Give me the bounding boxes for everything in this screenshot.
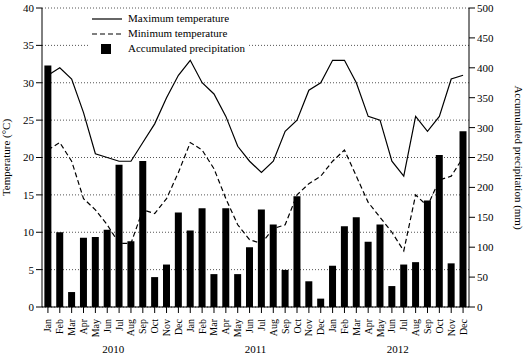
svg-text:10: 10 — [23, 226, 35, 238]
svg-text:May: May — [232, 319, 243, 337]
svg-text:Oct: Oct — [434, 319, 445, 334]
svg-text:Feb: Feb — [339, 319, 350, 334]
svg-text:Feb: Feb — [197, 319, 208, 334]
svg-text:5: 5 — [29, 264, 35, 276]
svg-text:Mar: Mar — [208, 318, 219, 335]
svg-text:Dec: Dec — [315, 318, 326, 335]
svg-text:Oct: Oct — [292, 319, 303, 334]
svg-text:Jul: Jul — [256, 319, 267, 331]
svg-text:250: 250 — [477, 151, 494, 163]
svg-text:400: 400 — [477, 62, 494, 74]
svg-text:Aug: Aug — [268, 319, 279, 336]
svg-text:Mar: Mar — [66, 318, 77, 335]
svg-text:Nov: Nov — [303, 319, 314, 336]
svg-text:Jun: Jun — [244, 319, 255, 333]
svg-text:Jul: Jul — [398, 319, 409, 331]
svg-text:Dec: Dec — [458, 318, 469, 335]
svg-text:40: 40 — [23, 2, 35, 14]
svg-text:Sep: Sep — [422, 319, 433, 334]
svg-text:25: 25 — [23, 114, 35, 126]
svg-text:Apr: Apr — [220, 318, 231, 334]
svg-text:Jan: Jan — [42, 319, 53, 332]
svg-text:15: 15 — [23, 189, 35, 201]
svg-text:May: May — [90, 319, 101, 337]
svg-text:350: 350 — [477, 92, 494, 104]
svg-text:Temperature (°C): Temperature (°C) — [8, 119, 13, 197]
svg-text:Sep: Sep — [280, 319, 291, 334]
html-text:Accumulated precipitation: Accumulated precipitation — [128, 42, 245, 54]
svg-text:Nov: Nov — [161, 319, 172, 336]
svg-text:500: 500 — [477, 2, 494, 14]
svg-text:450: 450 — [477, 32, 494, 44]
svg-text:300: 300 — [477, 122, 494, 134]
svg-text:Aug: Aug — [410, 319, 421, 336]
svg-text:Sep: Sep — [137, 319, 148, 334]
svg-text:0: 0 — [477, 301, 483, 313]
svg-text:30: 30 — [23, 77, 35, 89]
svg-text:Jan: Jan — [327, 319, 338, 332]
svg-text:Accumulated precipitation (mm): Accumulated precipitation (mm) — [512, 85, 521, 230]
svg-text:Jul: Jul — [114, 319, 125, 331]
html-text:Minimum temperature: Minimum temperature — [128, 27, 228, 39]
svg-text:Jan: Jan — [185, 319, 196, 332]
html-text:2011: 2011 — [244, 343, 267, 355]
svg-text:200: 200 — [477, 181, 494, 193]
svg-text:Oct: Oct — [149, 319, 160, 334]
svg-text:35: 35 — [23, 39, 35, 51]
svg-text:100: 100 — [477, 241, 494, 253]
html-text:2010: 2010 — [102, 343, 125, 355]
svg-text:150: 150 — [477, 211, 494, 223]
svg-text:Jun: Jun — [102, 319, 113, 333]
svg-text:Nov: Nov — [446, 319, 457, 336]
svg-text:Jun: Jun — [386, 319, 397, 333]
html-text:2012: 2012 — [386, 343, 409, 355]
html-text:Maximum temperature: Maximum temperature — [128, 12, 230, 24]
svg-text:50: 50 — [477, 271, 489, 283]
svg-text:Apr: Apr — [78, 318, 89, 334]
svg-text:Dec: Dec — [173, 318, 184, 335]
svg-text:Mar: Mar — [351, 318, 362, 335]
svg-text:0: 0 — [29, 301, 35, 313]
svg-text:May: May — [375, 319, 386, 337]
svg-text:Feb: Feb — [54, 319, 65, 334]
svg-text:Apr: Apr — [363, 318, 374, 334]
svg-text:20: 20 — [23, 151, 35, 163]
svg-text:Aug: Aug — [125, 319, 136, 336]
